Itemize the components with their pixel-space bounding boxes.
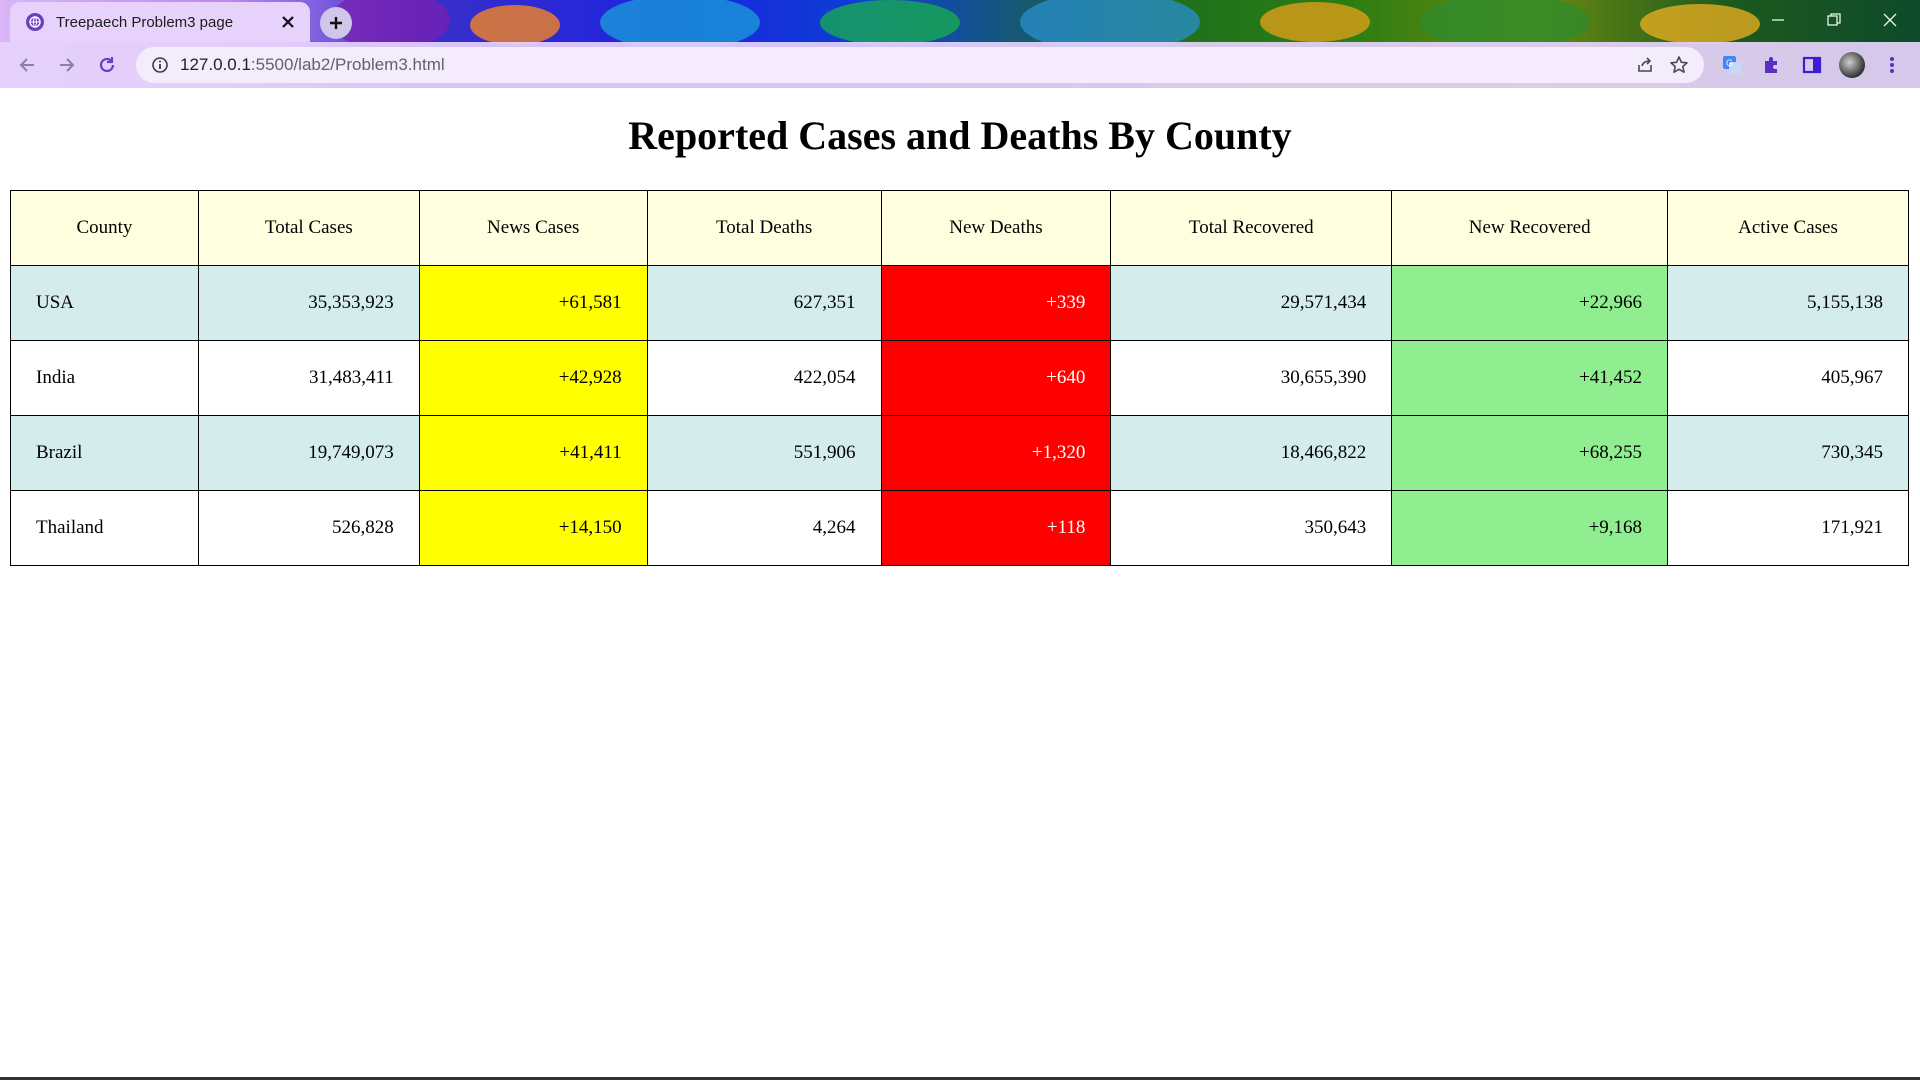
cell-total-deaths: 551,906 — [646, 415, 882, 491]
cell-new-deaths: +1,320 — [880, 415, 1112, 491]
avatar — [1839, 52, 1865, 78]
menu-button[interactable] — [1877, 50, 1907, 80]
table-header-row: County Total Cases News Cases Total Deat… — [10, 190, 1909, 266]
extensions-button[interactable] — [1757, 50, 1787, 80]
cell-total-recovered: 29,571,434 — [1110, 265, 1393, 341]
cell-total-cases: 31,483,411 — [197, 340, 420, 416]
cell-county: India — [10, 340, 199, 416]
cell-new-deaths: +339 — [880, 265, 1112, 341]
svg-text:G: G — [1726, 58, 1733, 68]
theme-decoration — [1260, 2, 1370, 42]
close-window-button[interactable] — [1870, 8, 1910, 32]
cell-county: Brazil — [10, 415, 199, 491]
cell-total-cases: 19,749,073 — [197, 415, 420, 491]
forward-button[interactable] — [52, 50, 82, 80]
minimize-button[interactable] — [1758, 8, 1798, 32]
url-path: :5500/lab2/Problem3.html — [250, 55, 445, 74]
cell-total-deaths: 422,054 — [646, 340, 882, 416]
cell-active-cases: 405,967 — [1667, 340, 1909, 416]
window-bottom-edge — [0, 1077, 1920, 1080]
address-bar[interactable]: 127.0.0.1:5500/lab2/Problem3.html — [136, 47, 1704, 83]
table-row: Thailand 526,828 +14,150 4,264 +118 350,… — [10, 490, 1909, 566]
cell-new-recovered: +68,255 — [1391, 415, 1669, 491]
theme-decoration — [1640, 4, 1760, 44]
arrow-left-icon — [19, 58, 34, 72]
url-host: 127.0.0.1 — [180, 55, 251, 74]
cell-new-cases: +42,928 — [418, 340, 648, 416]
cell-new-deaths: +118 — [880, 490, 1112, 566]
share-icon[interactable] — [1628, 50, 1662, 80]
tab-strip: Treepaech Problem3 page — [0, 0, 1920, 42]
cell-active-cases: 5,155,138 — [1667, 265, 1909, 341]
profile-button[interactable] — [1837, 50, 1867, 80]
theme-decoration — [600, 0, 760, 50]
info-icon[interactable] — [150, 55, 170, 75]
translate-icon: G — [1723, 56, 1741, 74]
header-active-cases: Active Cases — [1667, 190, 1909, 266]
cell-total-deaths: 4,264 — [646, 490, 882, 566]
page-title: Reported Cases and Deaths By County — [628, 113, 1292, 158]
cell-new-recovered: +22,966 — [1391, 265, 1669, 341]
cell-new-cases: +61,581 — [418, 265, 648, 341]
header-total-deaths: Total Deaths — [646, 190, 882, 266]
cell-active-cases: 730,345 — [1667, 415, 1909, 491]
cell-county: Thailand — [10, 490, 199, 566]
close-icon[interactable] — [274, 8, 302, 36]
cell-new-cases: +14,150 — [418, 490, 648, 566]
side-panel-button[interactable] — [1797, 50, 1827, 80]
arrow-right-icon — [60, 58, 75, 72]
cell-total-cases: 35,353,923 — [197, 265, 420, 341]
new-tab-button[interactable] — [320, 7, 352, 39]
covid-stats-table: County Total Cases News Cases Total Deat… — [10, 190, 1909, 566]
table-row: USA 35,353,923 +61,581 627,351 +339 29,5… — [10, 265, 1909, 341]
table-row: Brazil 19,749,073 +41,411 551,906 +1,320… — [10, 415, 1909, 491]
cell-total-recovered: 18,466,822 — [1110, 415, 1393, 491]
theme-decoration — [1420, 0, 1590, 49]
restore-icon — [1827, 13, 1841, 26]
tab-title: Treepaech Problem3 page — [56, 13, 234, 31]
globe-icon — [26, 13, 44, 31]
translate-button[interactable]: G — [1717, 50, 1747, 80]
browser-toolbar: 127.0.0.1:5500/lab2/Problem3.html G — [0, 42, 1920, 88]
cell-total-recovered: 350,643 — [1110, 490, 1393, 566]
star-icon[interactable] — [1662, 50, 1696, 80]
header-new-deaths: New Deaths — [880, 190, 1112, 266]
cell-new-recovered: +9,168 — [1391, 490, 1669, 566]
restore-button[interactable] — [1814, 8, 1854, 32]
cell-total-deaths: 627,351 — [646, 265, 882, 341]
kebab-menu-icon — [1890, 57, 1894, 73]
header-new-cases: News Cases — [418, 190, 648, 266]
cell-new-recovered: +41,452 — [1391, 340, 1669, 416]
header-total-recovered: Total Recovered — [1110, 190, 1393, 266]
puzzle-icon — [1765, 57, 1777, 73]
cell-total-recovered: 30,655,390 — [1110, 340, 1393, 416]
side-panel-icon — [1802, 56, 1822, 74]
header-county: County — [10, 190, 199, 266]
theme-decoration — [820, 0, 960, 45]
cell-new-cases: +41,411 — [418, 415, 648, 491]
close-icon — [1883, 13, 1897, 27]
plus-icon — [330, 17, 342, 29]
header-new-recovered: New Recovered — [1391, 190, 1669, 266]
header-total-cases: Total Cases — [197, 190, 420, 266]
browser-tab[interactable]: Treepaech Problem3 page — [10, 2, 310, 42]
reload-button[interactable] — [92, 50, 122, 80]
back-button[interactable] — [12, 50, 42, 80]
cell-county: USA — [10, 265, 199, 341]
table-row: India 31,483,411 +42,928 422,054 +640 30… — [10, 340, 1909, 416]
reload-icon — [99, 57, 115, 73]
theme-decoration — [470, 5, 560, 45]
cell-new-deaths: +640 — [880, 340, 1112, 416]
cell-active-cases: 171,921 — [1667, 490, 1909, 566]
cell-total-cases: 526,828 — [197, 490, 420, 566]
url-text: 127.0.0.1:5500/lab2/Problem3.html — [180, 55, 1628, 75]
minimize-icon — [1772, 19, 1784, 21]
browser-chrome: Treepaech Problem3 page — [0, 0, 1920, 88]
